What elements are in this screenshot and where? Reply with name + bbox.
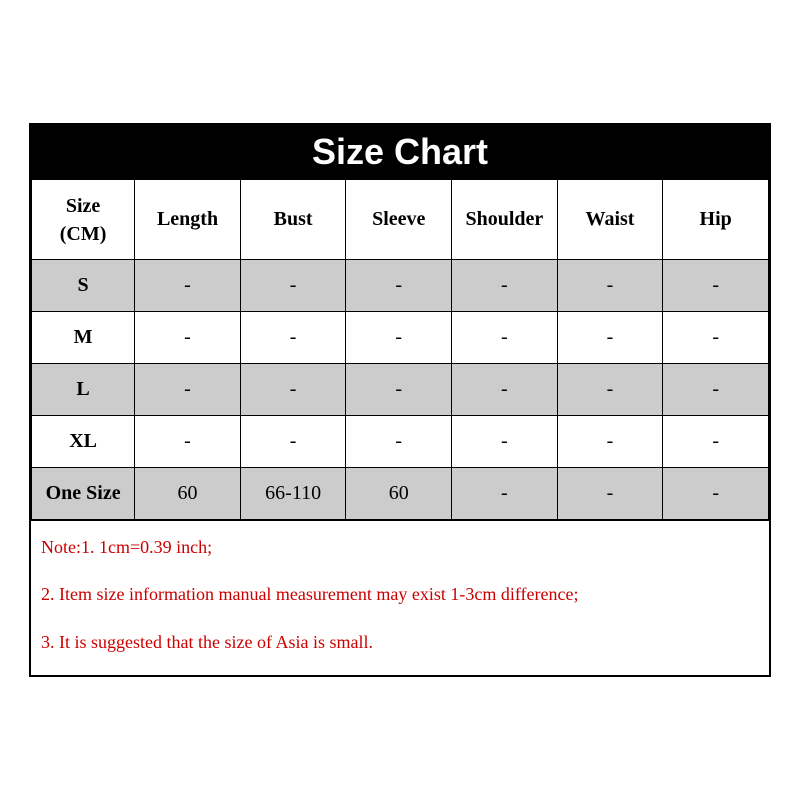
cell: - (346, 364, 452, 416)
row-label: XL (32, 416, 135, 468)
cell: - (663, 260, 769, 312)
table-row: M------ (32, 312, 769, 364)
size-table: Size (CM) Length Bust Sleeve Shoulder Wa… (31, 179, 769, 520)
note-2: 2. Item size information manual measurem… (41, 582, 759, 607)
notes-section: Note:1. 1cm=0.39 inch; 2. Item size info… (31, 520, 769, 675)
cell: - (135, 260, 241, 312)
cell: - (663, 468, 769, 520)
cell: - (346, 312, 452, 364)
cell: - (240, 312, 346, 364)
header-bust: Bust (240, 180, 346, 260)
note-1: Note:1. 1cm=0.39 inch; (41, 535, 759, 560)
cell: - (346, 416, 452, 468)
table-row: XL------ (32, 416, 769, 468)
header-hip: Hip (663, 180, 769, 260)
cell: - (135, 312, 241, 364)
chart-title: Size Chart (31, 125, 769, 179)
cell: - (557, 416, 663, 468)
header-size-line2: (CM) (60, 223, 107, 245)
cell: - (663, 416, 769, 468)
cell: - (452, 312, 558, 364)
row-label: L (32, 364, 135, 416)
cell: - (663, 364, 769, 416)
cell: - (135, 416, 241, 468)
header-waist: Waist (557, 180, 663, 260)
header-shoulder: Shoulder (452, 180, 558, 260)
cell: 66-110 (240, 468, 346, 520)
table-header-row: Size (CM) Length Bust Sleeve Shoulder Wa… (32, 180, 769, 260)
cell: - (135, 364, 241, 416)
cell: - (240, 260, 346, 312)
cell: - (452, 416, 558, 468)
cell: - (557, 312, 663, 364)
cell: - (557, 364, 663, 416)
cell: - (663, 312, 769, 364)
table-row: L------ (32, 364, 769, 416)
size-chart-container: Size Chart Size (CM) Length Bust Sleeve … (29, 123, 771, 677)
row-label: S (32, 260, 135, 312)
row-label: M (32, 312, 135, 364)
header-size-line1: Size (66, 195, 100, 217)
table-row: S------ (32, 260, 769, 312)
table-body: S------M------L------XL------One Size606… (32, 260, 769, 520)
cell: - (240, 416, 346, 468)
row-label: One Size (32, 468, 135, 520)
table-row: One Size6066-11060--- (32, 468, 769, 520)
cell: 60 (135, 468, 241, 520)
cell: - (557, 468, 663, 520)
cell: 60 (346, 468, 452, 520)
cell: - (240, 364, 346, 416)
cell: - (452, 260, 558, 312)
note-3: 3. It is suggested that the size of Asia… (41, 630, 759, 655)
header-length: Length (135, 180, 241, 260)
header-size: Size (CM) (32, 180, 135, 260)
header-sleeve: Sleeve (346, 180, 452, 260)
cell: - (452, 468, 558, 520)
cell: - (346, 260, 452, 312)
cell: - (452, 364, 558, 416)
cell: - (557, 260, 663, 312)
